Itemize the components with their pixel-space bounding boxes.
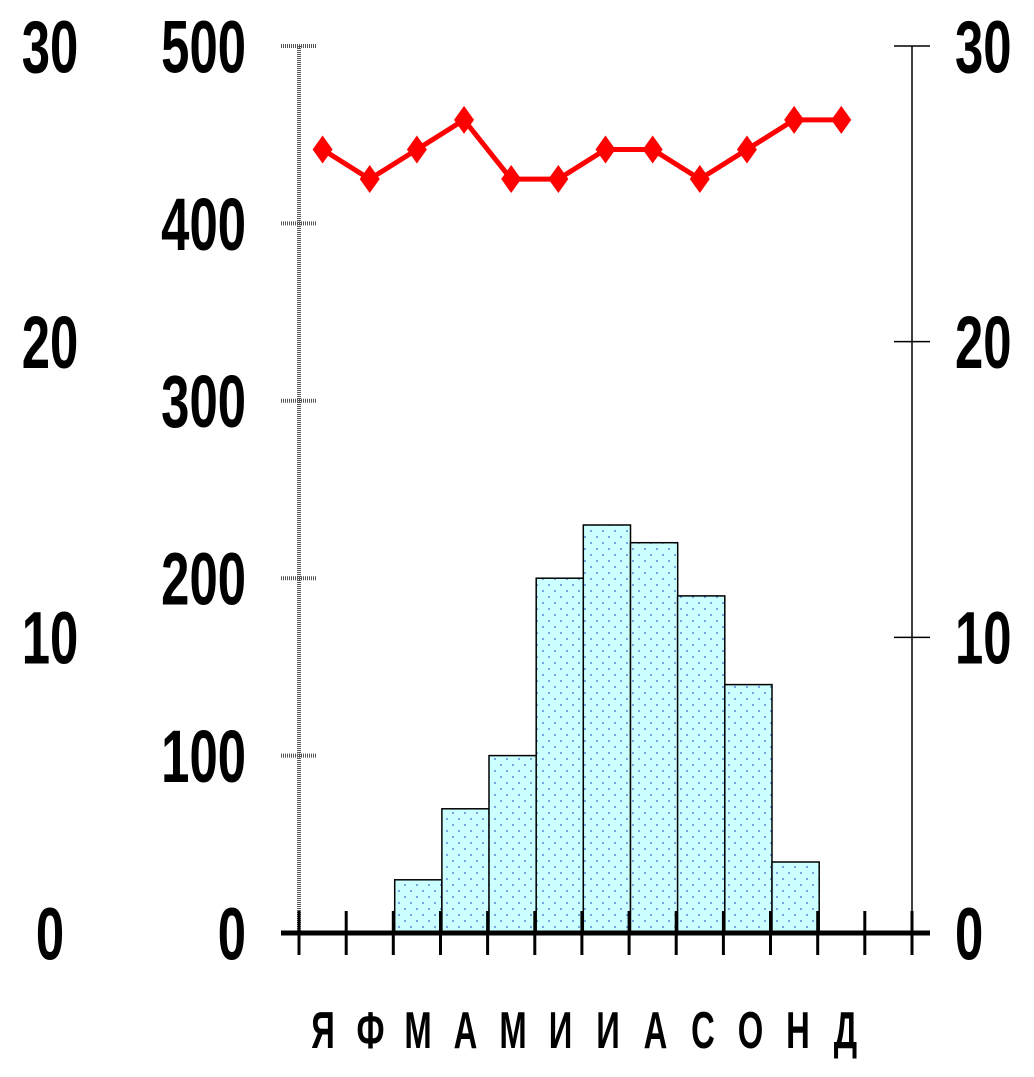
temperature-polyline (321, 117, 842, 182)
month-label: И (549, 1003, 573, 1060)
month-label: А (644, 1003, 668, 1060)
temperature-marker-1 (312, 135, 333, 164)
left-inner-tick-label: 500 (161, 5, 246, 89)
temperature-marker-4 (454, 105, 475, 134)
temperature-marker-3 (406, 135, 427, 164)
temperature-marker-6 (548, 165, 569, 194)
temperature-marker-12 (831, 105, 852, 134)
month-label: Д (834, 1003, 857, 1060)
bar-9 (676, 595, 726, 934)
bar-10 (724, 683, 773, 934)
temperature-line (312, 105, 852, 194)
right-tick-label: 0 (955, 892, 983, 976)
temperature-marker-5 (501, 165, 522, 194)
right-tick-label: 30 (955, 5, 1012, 89)
left-outer-tick-label: 20 (22, 300, 79, 384)
axes (281, 44, 930, 955)
bar-7 (582, 524, 632, 934)
right-tick-label: 10 (955, 596, 1012, 680)
bar-3 (393, 879, 443, 934)
month-label: А (454, 1003, 478, 1060)
month-label: М (499, 1003, 526, 1060)
month-label: Н (786, 1003, 810, 1060)
month-label: И (596, 1003, 620, 1060)
temperature-marker-7 (595, 135, 616, 164)
month-label: М (404, 1003, 431, 1060)
month-label: Ф (357, 1003, 385, 1060)
month-label: Я (311, 1003, 335, 1060)
right-tick-label: 20 (955, 300, 1012, 384)
month-label: С (691, 1003, 715, 1060)
temperature-marker-8 (642, 135, 663, 164)
bar-4 (441, 808, 490, 934)
left-inner-tick-label: 400 (161, 182, 246, 266)
bar-6 (535, 577, 585, 934)
left-inner-tick-label: 300 (161, 359, 246, 443)
bar-11 (771, 861, 820, 934)
bar-8 (629, 541, 679, 934)
temperature-marker-9 (689, 165, 710, 194)
temperature-marker-2 (359, 165, 380, 194)
left-inner-tick-label: 100 (161, 714, 246, 798)
bar-5 (488, 754, 537, 934)
temperature-marker-11 (784, 105, 805, 134)
left-inner-tick-label: 200 (161, 537, 246, 621)
left-outer-tick-label: 0 (36, 892, 64, 976)
left-outer-tick-label: 10 (22, 596, 79, 680)
left-inner-tick-label: 0 (218, 892, 246, 976)
month-label: О (738, 1003, 764, 1060)
temperature-marker-10 (736, 135, 757, 164)
precipitation-bars (393, 524, 820, 934)
left-outer-tick-label: 30 (22, 5, 79, 89)
